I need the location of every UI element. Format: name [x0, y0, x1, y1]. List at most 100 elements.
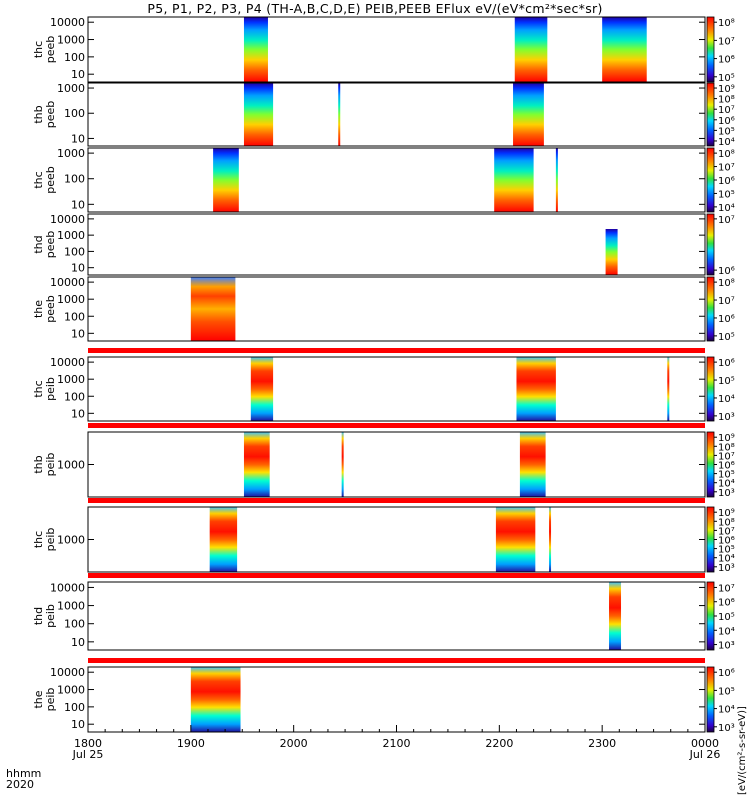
panel-label-product: peib: [44, 377, 57, 401]
colorbar-tick-label: 10⁸: [718, 517, 735, 528]
year-axis-label: 2020: [6, 778, 34, 791]
colorbar-tick-label: 10⁶: [718, 461, 735, 472]
panel-frame: [87, 147, 706, 213]
colorbar-tick-label: 10⁵: [718, 126, 735, 137]
y-tick-label: 10000: [50, 213, 85, 226]
panel-label-probe: thd: [32, 235, 45, 253]
colorbar-tick-label: 10⁸: [718, 95, 735, 106]
y-tick-label: 100: [64, 390, 85, 403]
panel-label-probe: thc: [32, 380, 45, 397]
flag-band: [88, 423, 705, 428]
colorbar-tick-label: 10⁸: [718, 442, 735, 453]
colorbar-tick-label: 10⁶: [718, 55, 735, 66]
colorbar-tick-label: 10⁵: [718, 686, 735, 697]
y-tick-label: 1000: [57, 229, 85, 242]
colorbar-tick-label: 10⁴: [718, 705, 735, 716]
flag-band: [88, 348, 705, 353]
colorbar-tick-label: 10⁶: [718, 358, 735, 369]
x-tick-sublabel: Jul 26: [689, 748, 721, 761]
colorbar-tick-label: 10⁸: [718, 278, 735, 289]
panel-label-product: peeb: [44, 231, 57, 259]
colorbar-tick-label: 10³: [718, 488, 735, 499]
y-tick-label: 1000: [57, 534, 85, 547]
y-tick-label: 10000: [50, 356, 85, 369]
spectrogram-block: [213, 148, 239, 212]
colorbar-tick-label: 10⁶: [718, 266, 735, 277]
y-tick-label: 100: [64, 245, 85, 258]
flag-band: [88, 573, 705, 578]
colorbar-tick-label: 10⁵: [718, 332, 735, 343]
colorbar: [706, 431, 715, 498]
panel-frame: [87, 581, 706, 651]
colorbar-tick-label: 10⁷: [718, 105, 735, 116]
y-tick-label: 1000: [57, 600, 85, 613]
panel-label-product: peib: [44, 453, 57, 477]
colorbar-tick-label: 10⁶: [718, 116, 735, 127]
panel-label-probe: the: [32, 690, 45, 708]
colorbar-tick-label: 10⁹: [718, 508, 735, 519]
y-tick-label: 100: [64, 173, 85, 186]
spectrogram-block: [514, 17, 548, 82]
spectrogram-block: [495, 507, 536, 572]
panel-label-probe: thc: [32, 41, 45, 58]
panel-frame: [87, 666, 706, 733]
colorbar-tick-label: 10⁷: [718, 526, 735, 537]
panel-frame: [87, 276, 706, 342]
colorbar-tick-label: 10⁶: [718, 314, 735, 325]
y-tick-label: 10000: [50, 581, 85, 594]
colorbar-tick-label: 10⁹: [718, 84, 735, 95]
x-tick-label: 0000: [691, 737, 719, 750]
panel-label-probe: the: [32, 300, 45, 318]
spectrogram-block: [209, 507, 238, 572]
panel-label-probe: thd: [32, 607, 45, 625]
colorbar-tick-label: 10⁵: [718, 73, 735, 84]
y-tick-label: 100: [64, 310, 85, 323]
panel-frame: [87, 506, 706, 573]
y-tick-label: 1000: [57, 459, 85, 472]
spectrogram-block: [549, 507, 552, 572]
y-tick-label: 10: [71, 132, 85, 145]
colorbar-tick-label: 10⁵: [718, 612, 735, 623]
colorbar-tick-label: 10³: [718, 641, 735, 652]
colorbar-tick-label: 10⁵: [718, 545, 735, 556]
spectrogram-block: [243, 17, 268, 82]
time-axis-label: hhmm: [6, 767, 42, 780]
x-tick-sublabel: Jul 25: [72, 748, 104, 761]
colorbar-tick-label: 10³: [718, 412, 735, 423]
colorbar-tick-label: 10⁵: [718, 189, 735, 200]
y-tick-label: 10: [71, 68, 85, 81]
colorbar: [706, 213, 715, 276]
colorbar-tick-label: 10⁶: [718, 668, 735, 679]
colorbar-tick-label: 10⁷: [718, 451, 735, 462]
spectrogram-block: [609, 582, 622, 650]
panel-label-probe: thc: [32, 531, 45, 548]
panel-frame: [87, 356, 706, 422]
colorbar-tick-label: 10⁶: [718, 176, 735, 187]
y-tick-label: 10000: [50, 666, 85, 679]
spectrogram-block: [519, 432, 546, 497]
panel-label-product: peib: [44, 688, 57, 712]
colorbar: [706, 356, 715, 422]
y-tick-label: 10: [71, 636, 85, 649]
flag-band: [88, 658, 705, 663]
y-tick-label: 100: [64, 107, 85, 120]
colorbar-tick-label: 10⁴: [718, 479, 735, 490]
colorbar-tick-label: 10⁴: [718, 554, 735, 565]
colorbar-tick-label: 10⁷: [718, 36, 735, 47]
spectrogram-block: [190, 667, 241, 732]
colorbar-tick-label: 10⁷: [718, 215, 735, 226]
flag-band: [88, 498, 705, 503]
y-tick-label: 1000: [57, 147, 85, 160]
colorbar: [706, 506, 715, 573]
spectrogram-block: [555, 148, 558, 212]
colorbar: [706, 276, 715, 342]
panel-label-product: peeb: [44, 36, 57, 64]
x-tick-label: 2100: [383, 737, 411, 750]
colorbar-tick-label: 10³: [718, 723, 735, 734]
spectrogram-block: [513, 83, 544, 146]
colorbar-tick-label: 10⁷: [718, 296, 735, 307]
colorbar: [706, 666, 715, 733]
y-tick-label: 10: [71, 262, 85, 275]
x-tick-label: 1800: [74, 737, 102, 750]
